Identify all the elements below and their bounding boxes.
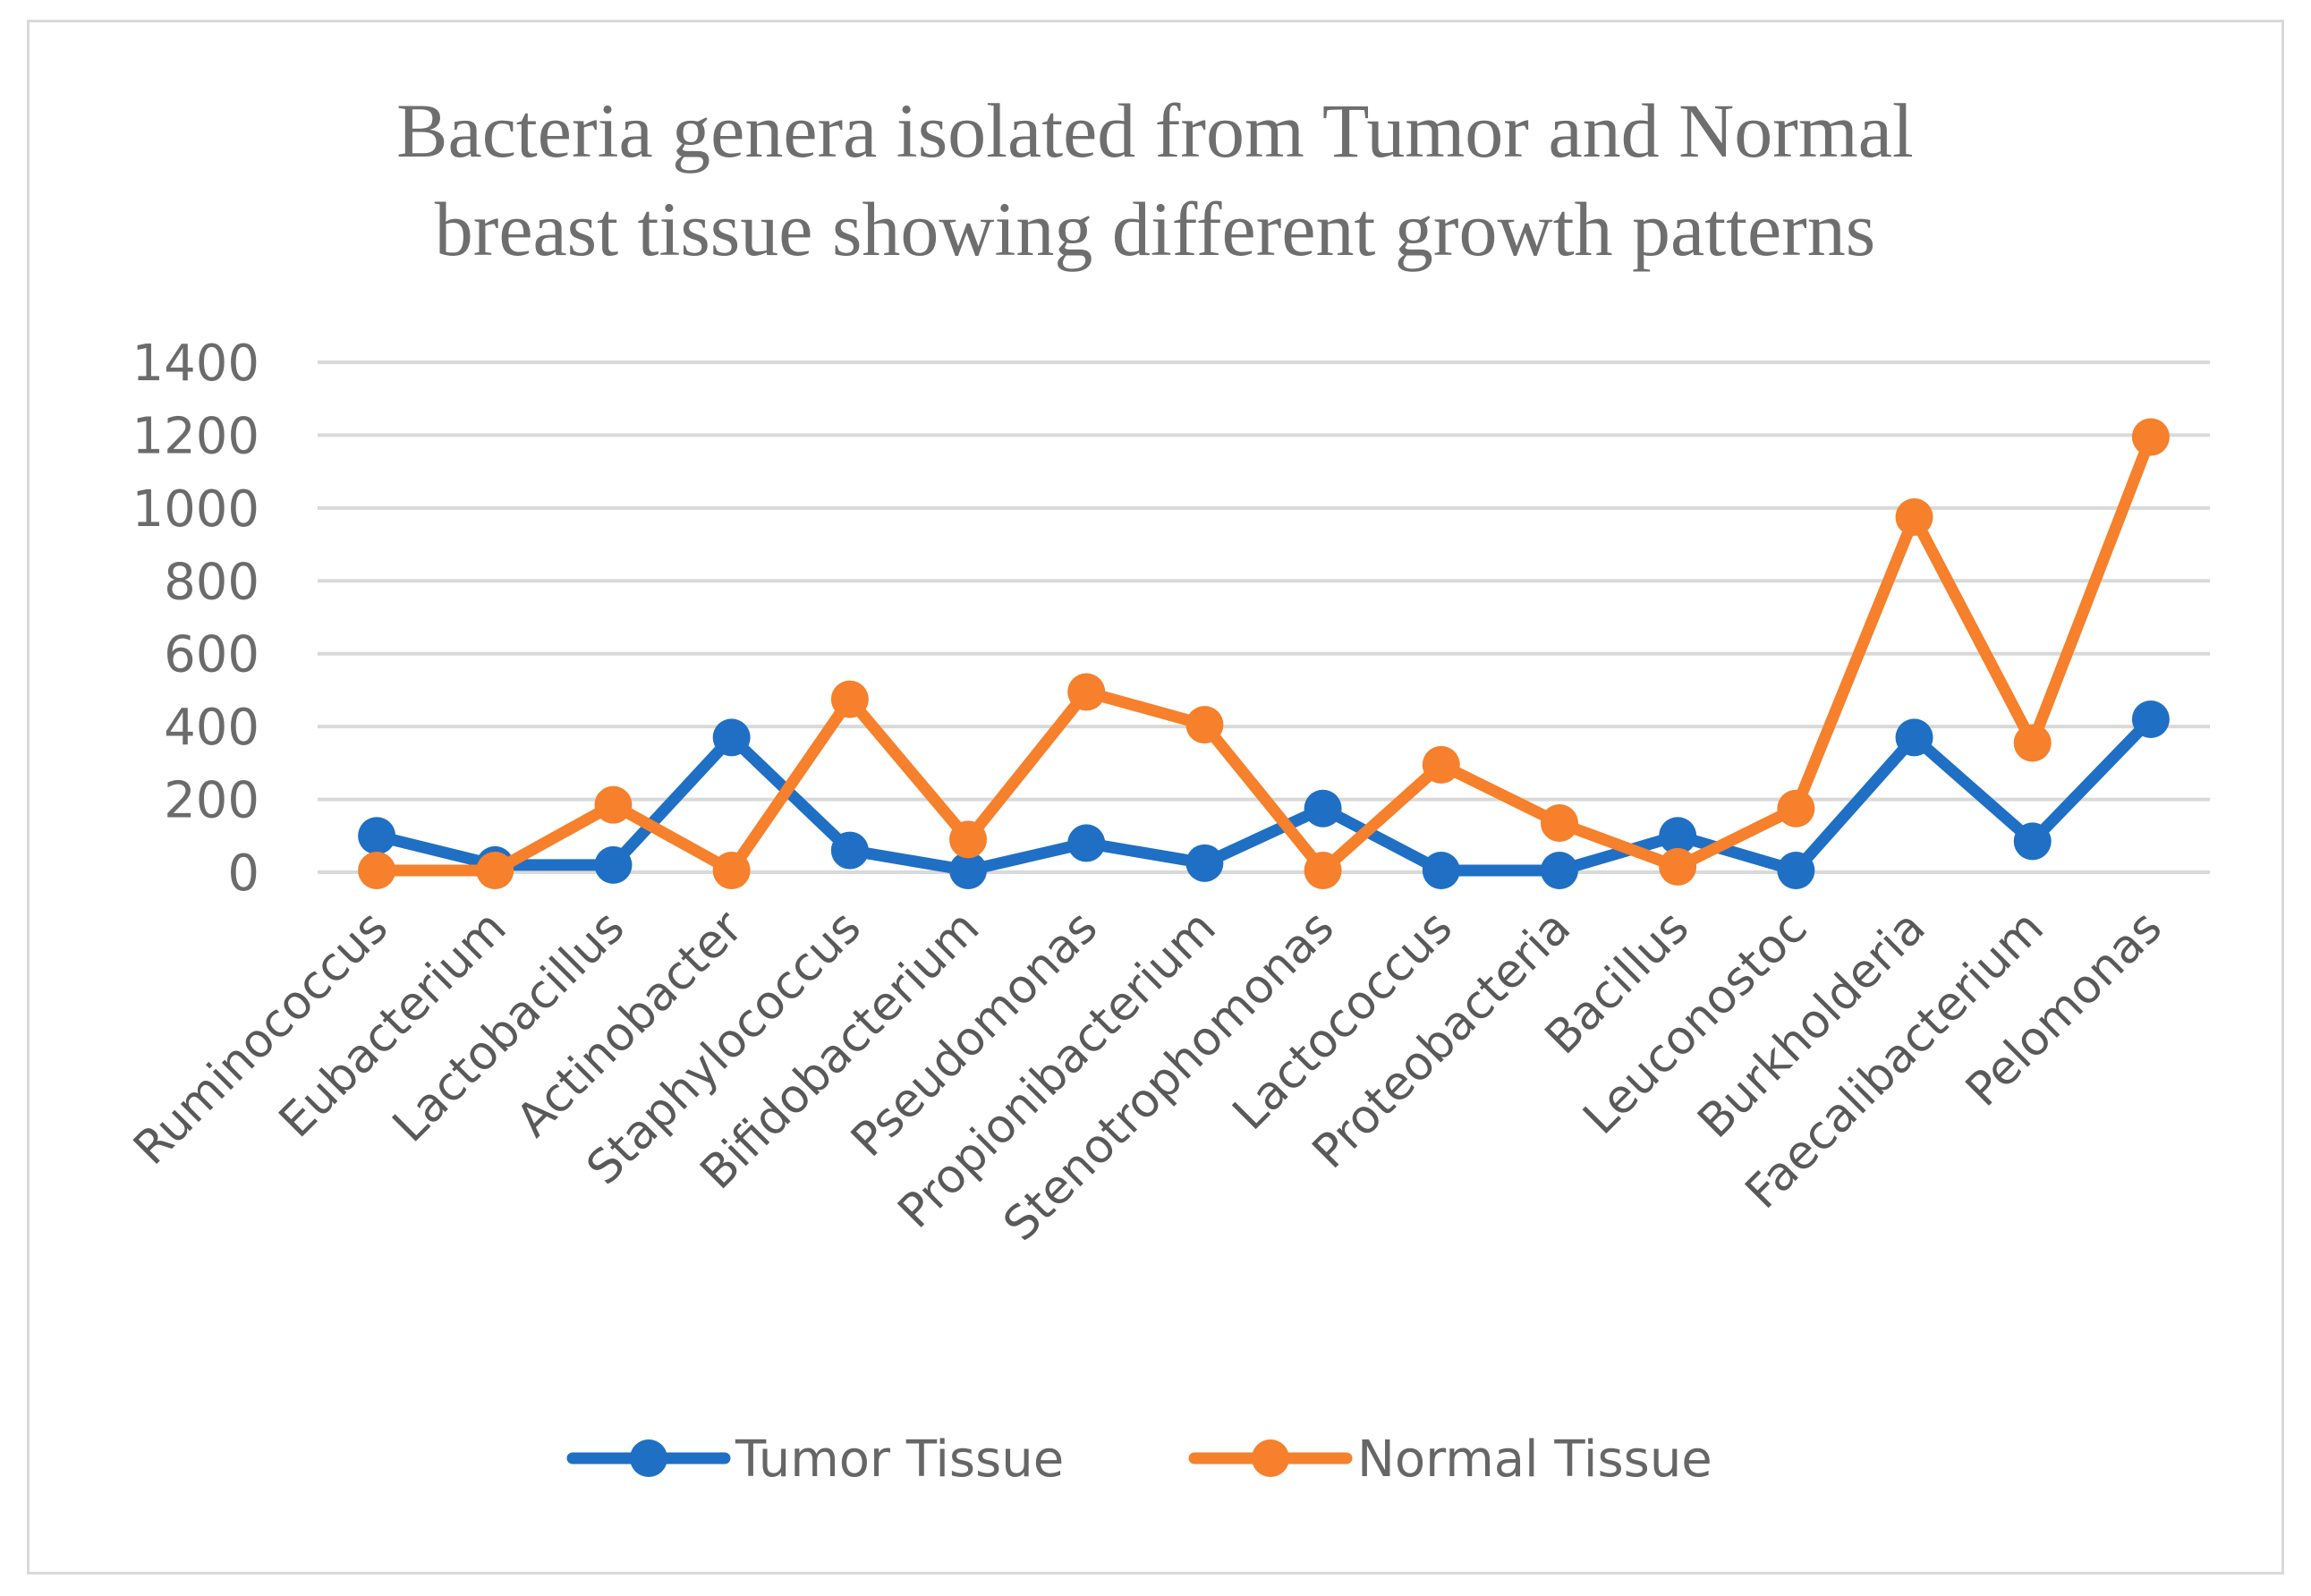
data-point — [2013, 724, 2052, 762]
data-point — [1422, 745, 1460, 784]
legend-marker-swatch — [1252, 1439, 1289, 1477]
legend-item: Normal Tissue — [1188, 1430, 1712, 1489]
data-point — [1067, 673, 1106, 711]
data-point — [830, 680, 869, 718]
series-normal-tissue — [358, 418, 2170, 889]
legend-marker-swatch — [630, 1439, 667, 1477]
y-tick-label: 1000 — [132, 480, 259, 539]
series-tumor-tissue — [358, 700, 2170, 889]
data-point — [1659, 817, 1697, 855]
series-line — [370, 713, 2157, 877]
data-point — [1540, 851, 1578, 889]
legend: Tumor Tissue Normal Tissue — [566, 1430, 1712, 1489]
data-point — [1895, 498, 1933, 537]
data-point — [594, 785, 633, 824]
y-tick-label: 200 — [164, 772, 259, 830]
data-point — [1895, 718, 1933, 757]
data-point — [1185, 706, 1224, 744]
y-tick-label: 600 — [164, 626, 259, 684]
chart-frame — [27, 20, 2284, 1575]
data-point — [594, 845, 633, 884]
series-lines — [358, 418, 2170, 889]
chart-title-line-2: breast tissue showing different growth p… — [435, 186, 1876, 272]
data-point — [712, 851, 751, 889]
data-point — [1422, 851, 1460, 889]
legend-label: Normal Tissue — [1357, 1430, 1712, 1489]
series-line — [370, 430, 2157, 877]
data-point — [712, 718, 751, 757]
y-tick-label: 0 — [227, 845, 259, 903]
data-point — [2131, 700, 2170, 738]
y-axis-tick-labels: 0 200 400 600 800 1000 1200 1400 — [132, 335, 259, 903]
data-point — [1777, 789, 1815, 828]
data-point — [1540, 804, 1578, 843]
data-point — [358, 851, 396, 889]
data-point — [2131, 418, 2170, 456]
y-tick-label: 400 — [164, 699, 259, 757]
data-point — [1185, 844, 1224, 882]
y-tick-label: 800 — [164, 553, 259, 611]
chart-title: Bacteria genera isolated from Tumor and … — [396, 88, 1914, 272]
gridlines — [318, 361, 2210, 874]
x-axis-category-labels: RuminococcusEubacteriumLactobacillusActi… — [123, 900, 2172, 1252]
data-point — [830, 831, 869, 870]
data-point — [358, 817, 396, 855]
data-point — [1067, 824, 1106, 862]
data-point — [1777, 851, 1815, 889]
data-point — [476, 851, 514, 889]
data-point — [1304, 789, 1342, 828]
data-point — [949, 820, 988, 859]
data-point — [949, 851, 988, 889]
legend-label: Tumor Tissue — [735, 1430, 1064, 1489]
y-tick-label: 1200 — [132, 407, 259, 465]
y-tick-label: 1400 — [132, 335, 259, 393]
legend-item: Tumor Tissue — [566, 1430, 1064, 1489]
data-point — [2013, 822, 2052, 861]
chart-title-line-1: Bacteria genera isolated from Tumor and … — [396, 88, 1914, 174]
data-point — [1659, 847, 1697, 886]
data-point — [1304, 851, 1342, 889]
